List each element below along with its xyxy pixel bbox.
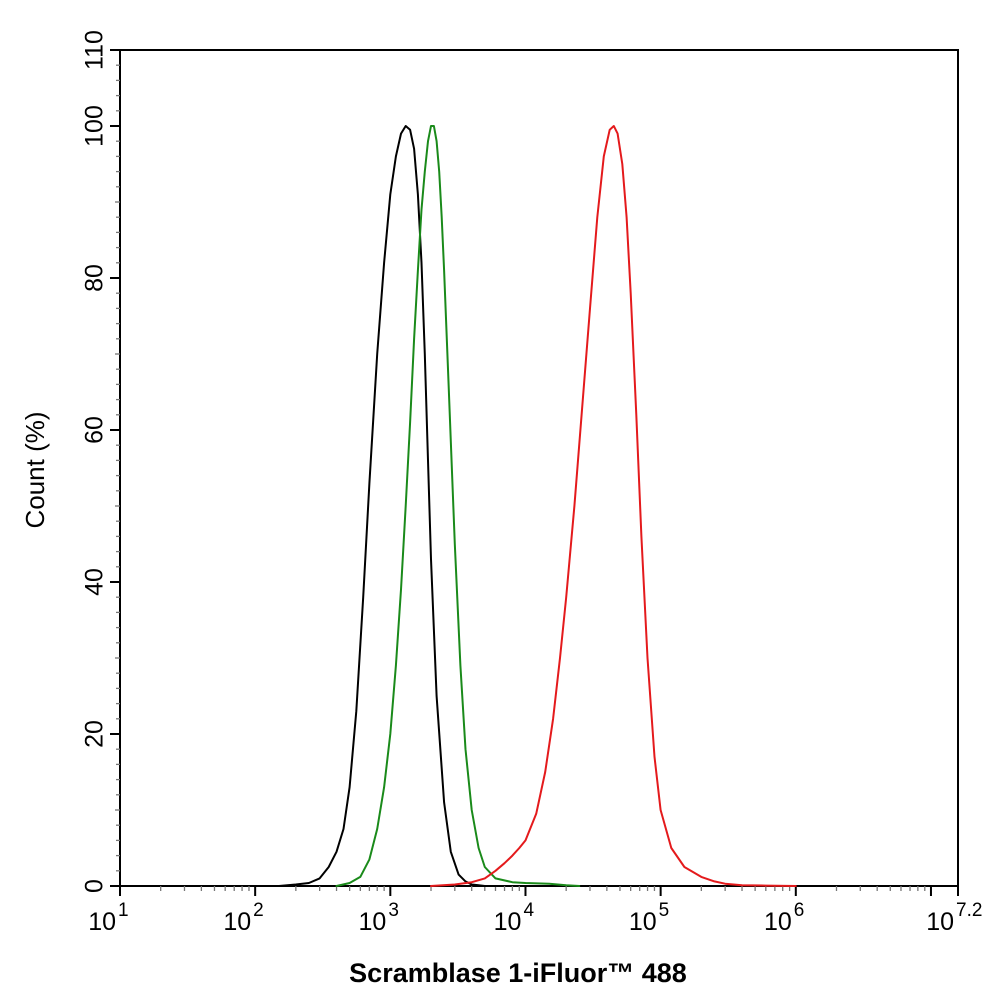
- x-tick-base: 10: [88, 908, 116, 936]
- x-tick-base: 10: [629, 908, 657, 936]
- x-tick-base: 10: [764, 908, 792, 936]
- x-tick-exponent: 2: [253, 900, 264, 921]
- y-tick-label: 100: [81, 105, 109, 147]
- y-tick-label: 80: [81, 264, 109, 292]
- x-tick-exponent: 3: [388, 900, 399, 921]
- x-tick-label: 10 3: [359, 900, 399, 936]
- y-tick-label: 0: [81, 879, 109, 893]
- series-layer: [278, 125, 797, 887]
- x-tick-label: 10 4: [494, 900, 535, 936]
- series-line-3: [430, 125, 797, 887]
- y-tick-label: 110: [81, 30, 109, 70]
- x-tick-label: 10 6: [764, 900, 804, 936]
- series-line-1: [278, 125, 497, 887]
- x-tick-exponent: 1: [118, 900, 129, 921]
- y-axis-title: Count (%): [20, 411, 50, 528]
- x-tick-base: 10: [359, 908, 387, 936]
- x-tick-base: 10: [223, 908, 251, 936]
- x-tick-base: 10: [494, 908, 522, 936]
- plot-frame: [119, 49, 959, 887]
- x-axis-title: Scramblase 1-iFluor™ 488: [349, 958, 687, 988]
- x-tick-base: 10: [926, 908, 954, 936]
- series-line-2: [335, 125, 581, 887]
- x-tick-label: 10 2: [223, 900, 263, 936]
- x-tick-exponent: 7.2: [956, 900, 982, 921]
- x-tick-label: 10 7.2: [926, 900, 982, 936]
- x-tick-exponent: 4: [523, 900, 534, 921]
- x-tick-label: 10 1: [88, 900, 128, 936]
- x-tick-exponent: 6: [794, 900, 805, 921]
- y-tick-label: 60: [81, 416, 109, 444]
- y-tick-label: 40: [81, 568, 109, 596]
- x-axis-ticks: 10 1 10 2 10 3 10 4 10 5 10 6 10 7.2: [88, 886, 982, 936]
- x-tick-label: 10 5: [629, 900, 669, 936]
- y-tick-label: 20: [81, 720, 109, 748]
- x-tick-exponent: 5: [659, 900, 670, 921]
- y-axis-ticks: 0 20 40 60 80 100 110: [81, 30, 120, 893]
